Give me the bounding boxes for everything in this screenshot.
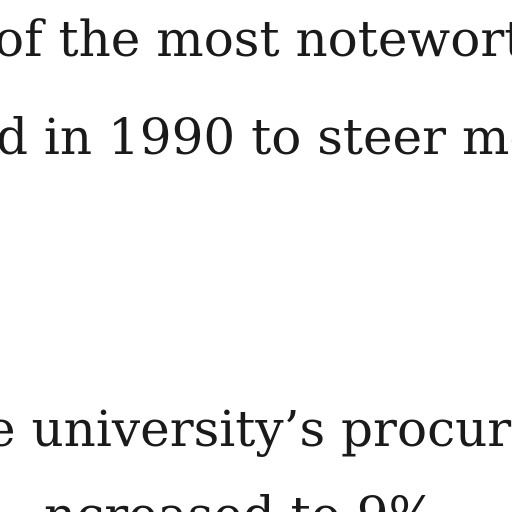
paragraph-line-1: of the most noteworth bbox=[0, 10, 512, 68]
paragraph-line-2: d in 1990 to steer mo bbox=[0, 108, 512, 166]
paragraph-line-3: e university’s procurem bbox=[0, 400, 512, 458]
paragraph-line-4: ncreased to 9% bbox=[44, 490, 436, 512]
